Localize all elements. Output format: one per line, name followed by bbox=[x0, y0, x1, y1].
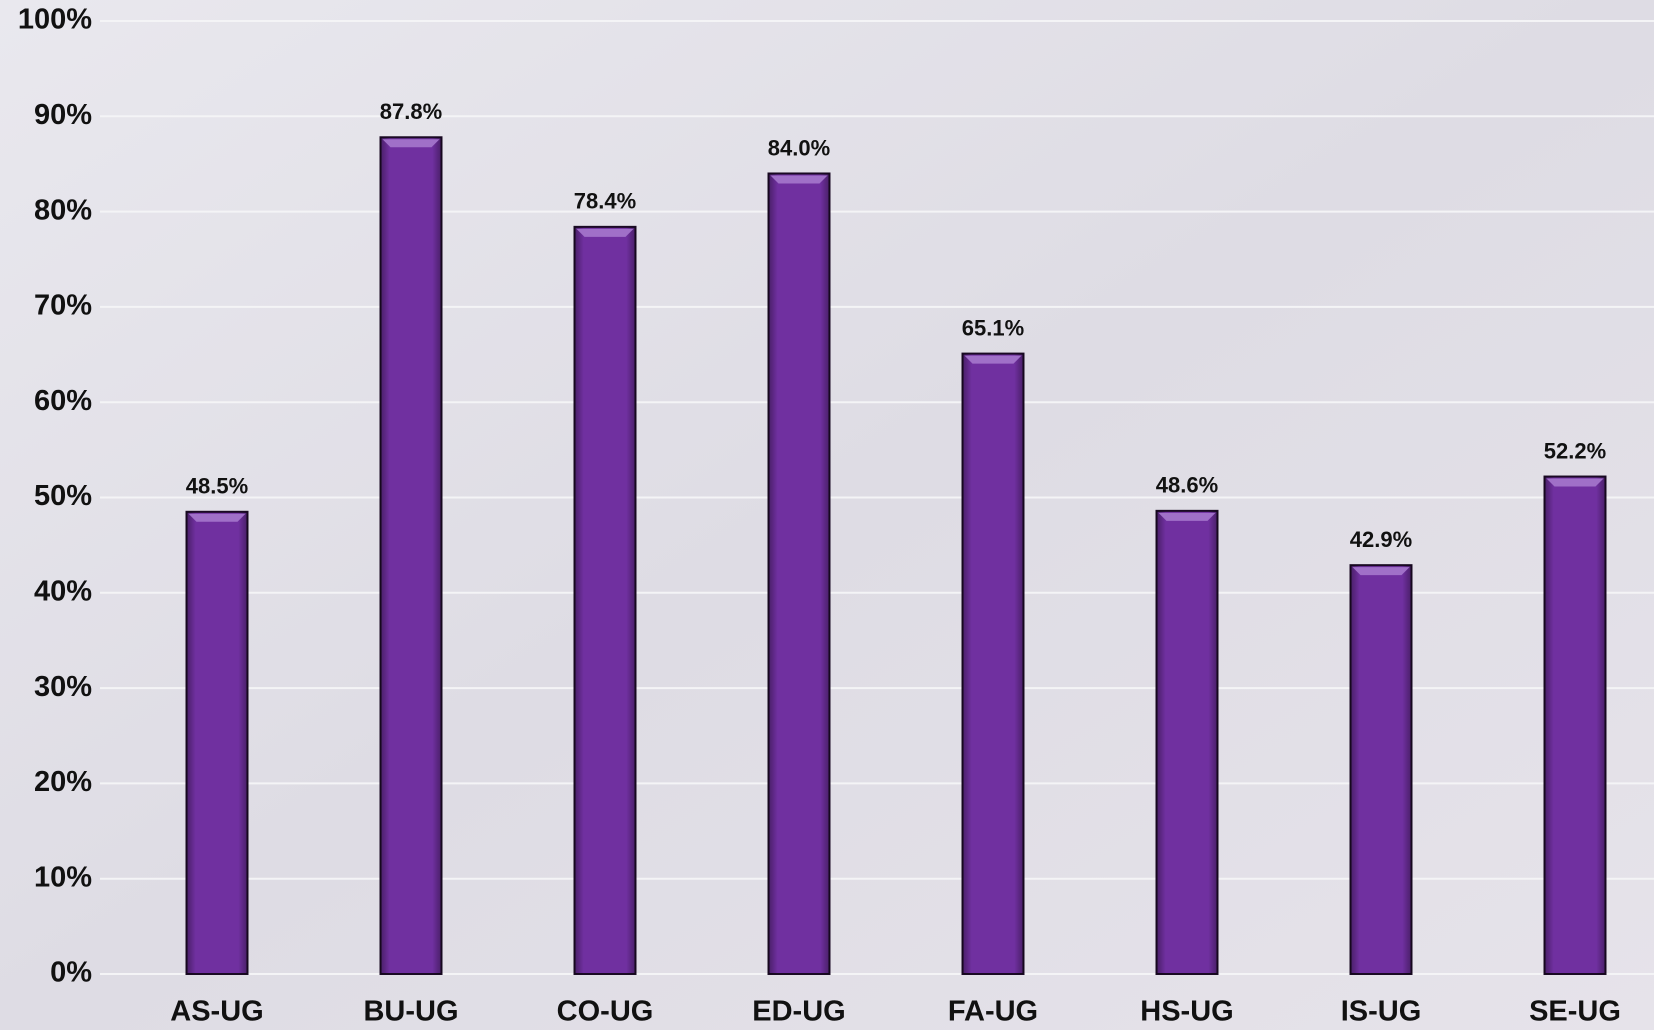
y-tick-label: 20% bbox=[34, 766, 92, 798]
bar-shade bbox=[768, 173, 830, 975]
value-label: 84.0% bbox=[768, 135, 830, 160]
value-label: 78.4% bbox=[574, 189, 636, 214]
x-tick-label: HS-UG bbox=[1140, 996, 1233, 1028]
value-label: 48.5% bbox=[186, 474, 248, 499]
value-label: 48.6% bbox=[1156, 473, 1218, 498]
bar-bevel bbox=[188, 513, 246, 522]
y-tick-label: 0% bbox=[50, 957, 92, 989]
value-label: 65.1% bbox=[962, 315, 1024, 340]
x-tick-label: SE-UG bbox=[1529, 996, 1621, 1028]
y-tick-label: 100% bbox=[18, 4, 92, 36]
y-tick-label: 70% bbox=[34, 290, 92, 322]
y-tick-label: 60% bbox=[34, 385, 92, 417]
x-tick-label: IS-UG bbox=[1341, 996, 1422, 1028]
value-label: 52.2% bbox=[1544, 438, 1606, 463]
bar-bevel bbox=[964, 355, 1022, 364]
value-label: 87.8% bbox=[380, 99, 442, 124]
x-tick-label: FA-UG bbox=[948, 996, 1038, 1028]
y-tick-label: 40% bbox=[34, 575, 92, 607]
bar-shade bbox=[1350, 565, 1412, 974]
bar-shade bbox=[380, 137, 442, 975]
bar-bevel bbox=[770, 175, 828, 184]
x-tick-label: AS-UG bbox=[170, 996, 263, 1028]
value-label: 42.9% bbox=[1350, 527, 1412, 552]
bar-bevel bbox=[382, 139, 440, 148]
y-tick-label: 90% bbox=[34, 99, 92, 131]
x-tick-label: ED-UG bbox=[752, 996, 845, 1028]
bar-shade bbox=[962, 353, 1024, 974]
bar-bevel bbox=[1352, 567, 1410, 576]
bar-bevel bbox=[1546, 478, 1604, 487]
y-tick-label: 80% bbox=[34, 194, 92, 226]
bar-shade bbox=[1156, 510, 1218, 974]
bar-shade bbox=[574, 226, 636, 974]
bar-shade bbox=[1544, 476, 1606, 974]
x-tick-label: BU-UG bbox=[363, 996, 458, 1028]
bar-bevel bbox=[1158, 512, 1216, 521]
y-tick-label: 30% bbox=[34, 671, 92, 703]
y-tick-label: 50% bbox=[34, 480, 92, 512]
bar-shade bbox=[186, 511, 248, 974]
x-tick-label: CO-UG bbox=[557, 996, 654, 1028]
y-tick-label: 10% bbox=[34, 861, 92, 893]
bar-bevel bbox=[576, 228, 634, 237]
